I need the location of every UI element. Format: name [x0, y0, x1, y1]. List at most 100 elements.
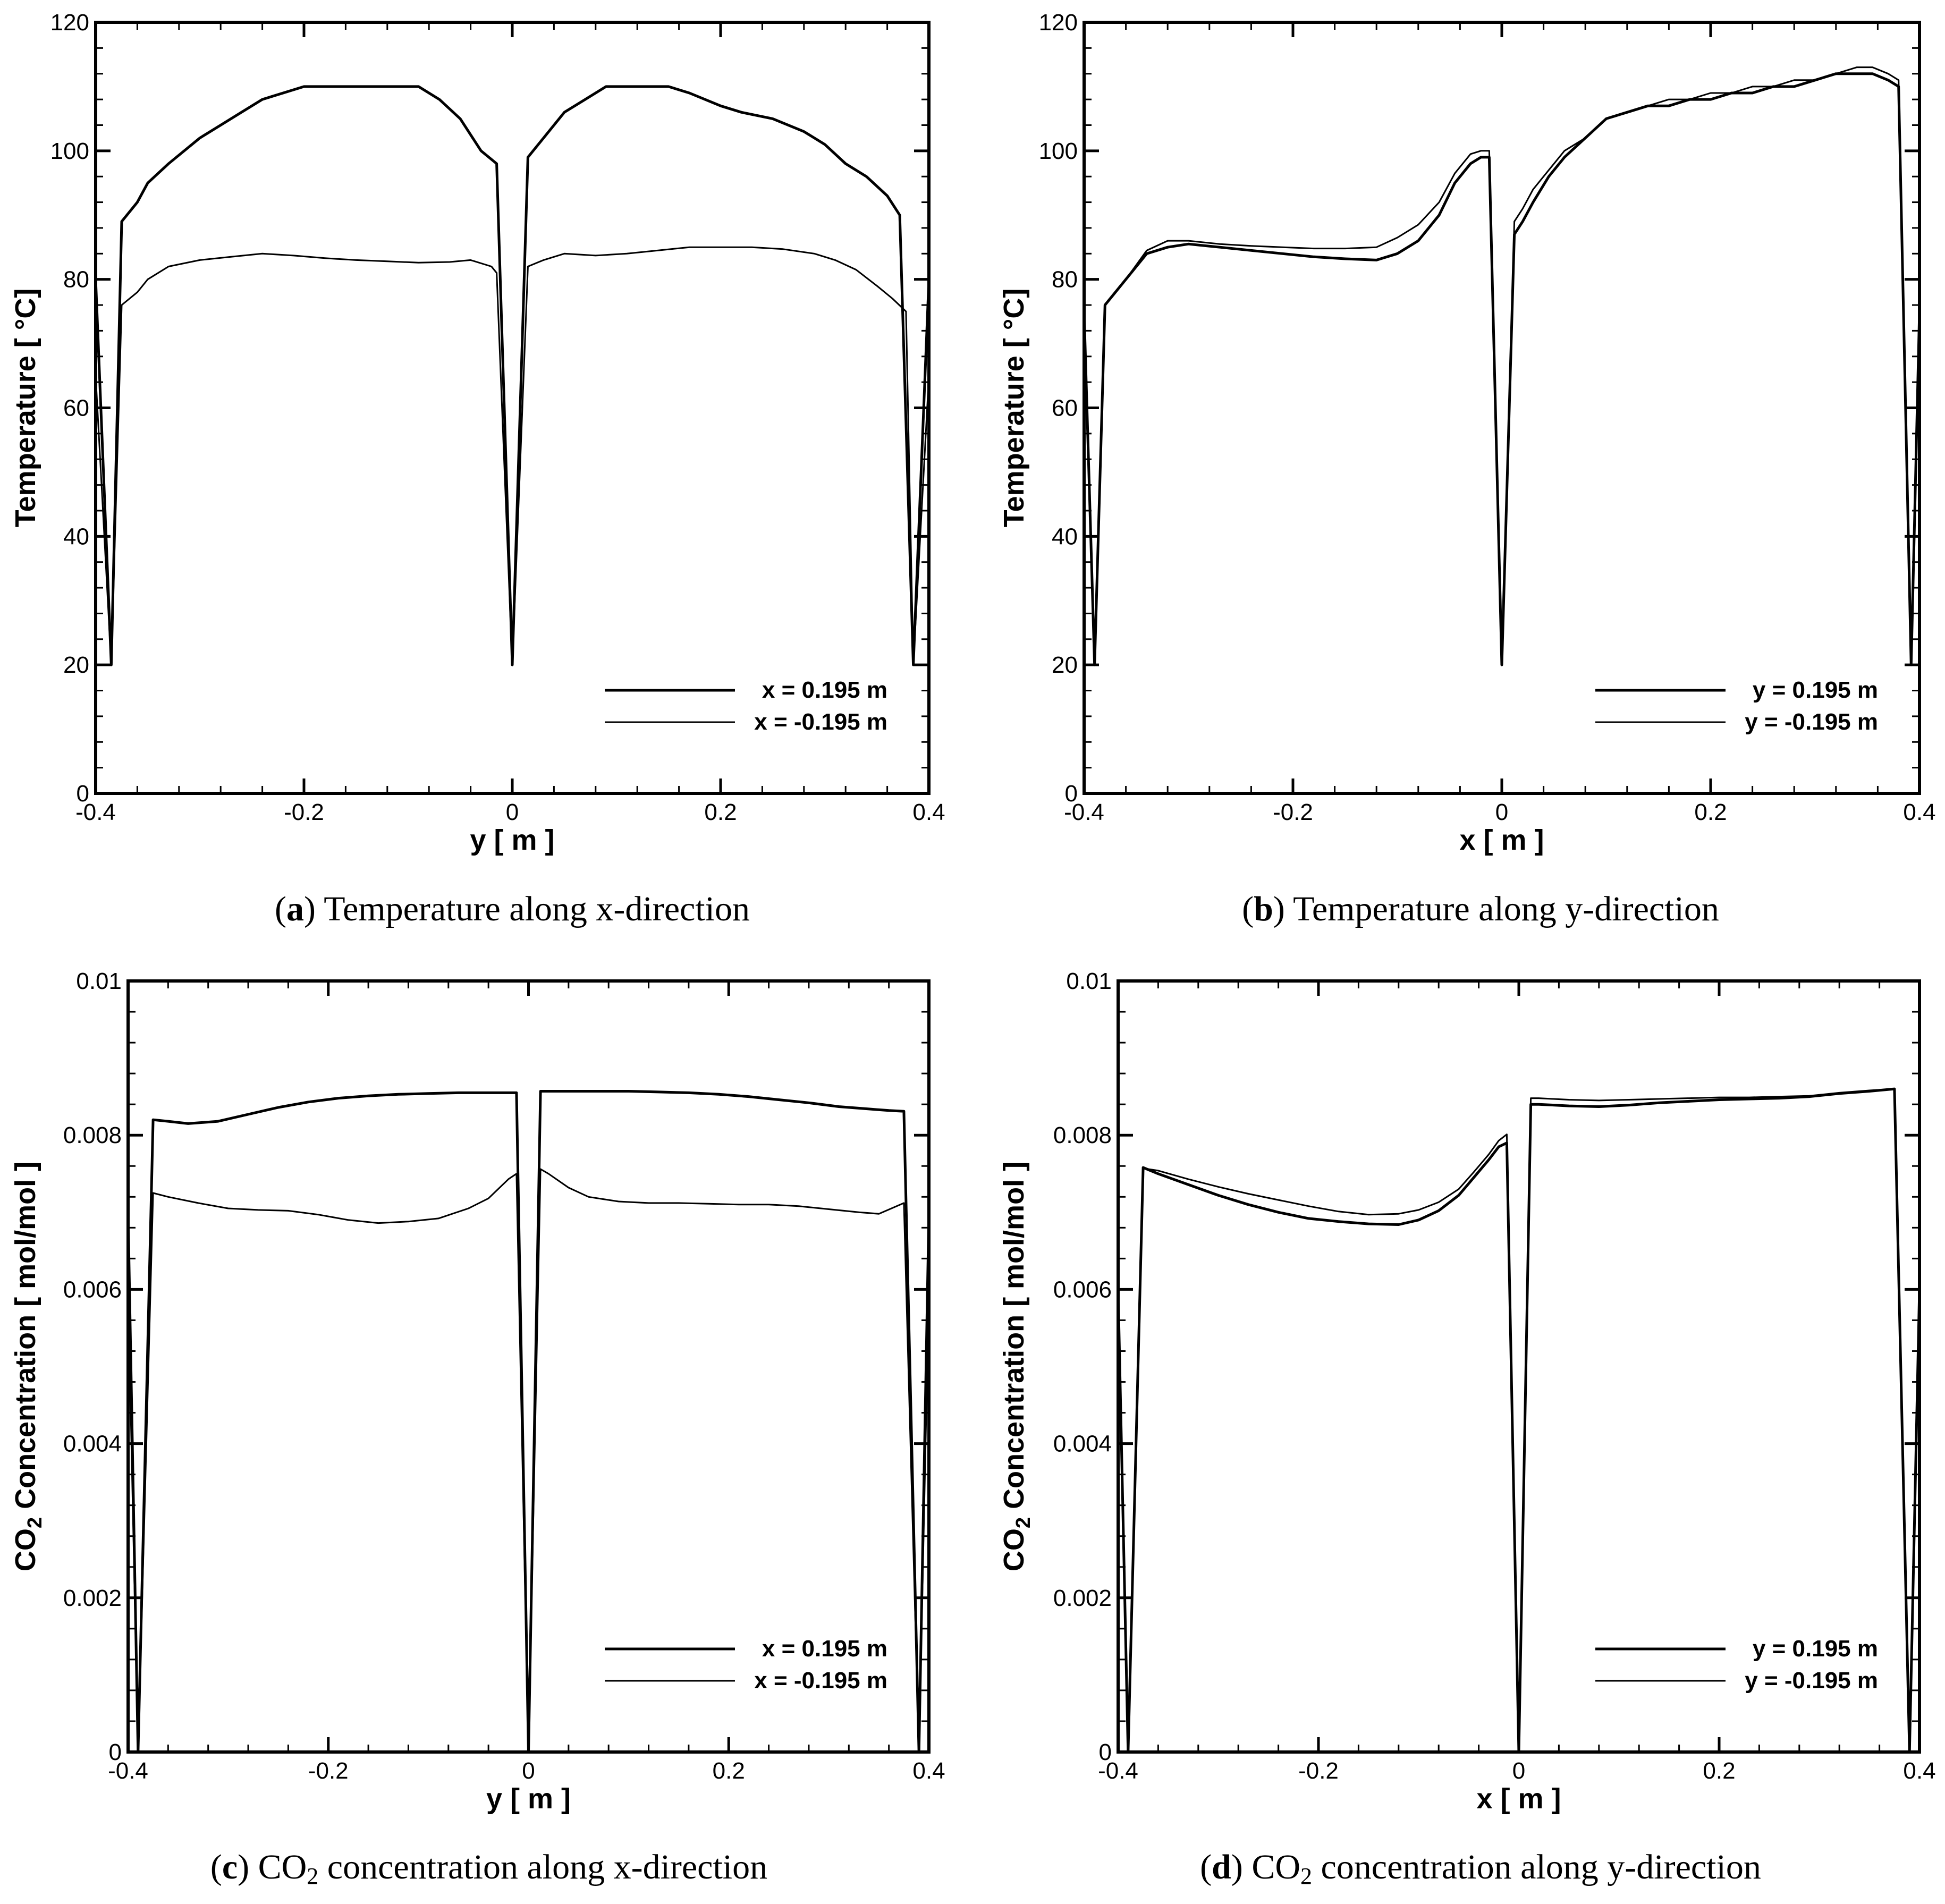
y-axis-label: Temperature [ °C]: [998, 289, 1030, 528]
caption-b: (b) Temperature along y-direction: [1242, 890, 1719, 928]
y-axis-label-subscript: 2: [1012, 1517, 1035, 1528]
x-tick-label: -0.4: [1098, 1758, 1138, 1784]
y-tick-label: 80: [1052, 267, 1078, 293]
caption-paren: ): [238, 1848, 258, 1886]
caption-paren: (: [1200, 1848, 1212, 1886]
y-axis-label: Temperature [ °C]: [10, 289, 41, 528]
y-axis-label: CO2 Concentration [ mol/mol ]: [10, 1162, 46, 1571]
y-tick-label: 80: [63, 267, 89, 293]
legend-label-1: x = 0.195 m: [762, 1636, 887, 1662]
y-tick-label: 0.004: [1053, 1431, 1112, 1457]
x-tick-label: -0.4: [108, 1758, 148, 1784]
y-tick-label: 40: [63, 523, 89, 549]
y-tick-label: 120: [50, 10, 89, 36]
x-axis-label: x [ m ]: [1459, 824, 1544, 856]
x-tick-label: -0.4: [1064, 799, 1104, 825]
caption-paren: (: [275, 890, 286, 928]
x-tick-label: 0: [1512, 1758, 1525, 1784]
legend-label-2: x = -0.195 m: [754, 1668, 887, 1694]
caption-text: CO: [1251, 1848, 1300, 1886]
y-tick-label: 100: [1039, 138, 1078, 164]
y-tick-label: 60: [63, 395, 89, 421]
caption-text: Temperature along x-direction: [324, 890, 750, 928]
x-tick-label: 0.2: [713, 1758, 745, 1784]
caption-paren: ): [1273, 890, 1293, 928]
series-line-1: [96, 85, 929, 666]
x-tick-label: 0.4: [912, 799, 945, 825]
y-tick-label: 0: [77, 781, 89, 807]
y-tick-label: 100: [50, 138, 89, 164]
y-tick-label: 120: [1039, 10, 1078, 36]
legend-label-1: x = 0.195 m: [762, 677, 887, 703]
caption-c: (c) CO2 concentration along x-direction: [210, 1848, 767, 1889]
x-axis-label: x [ m ]: [1476, 1783, 1561, 1815]
series-line-1: [1118, 1087, 1919, 1752]
caption-letter: a: [286, 890, 304, 928]
legend-label-1: y = 0.195 m: [1753, 1636, 1878, 1662]
y-tick-label: 20: [63, 652, 89, 678]
x-tick-label: 0.2: [704, 799, 737, 825]
legend-label-2: y = -0.195 m: [1745, 709, 1878, 735]
y-axis-label-part: Concentration [ mol/mol ]: [10, 1162, 41, 1517]
series-line-2: [96, 246, 929, 666]
y-tick-label: 20: [1052, 652, 1078, 678]
y-tick-label: 0: [109, 1739, 122, 1765]
legend-label-2: x = -0.195 m: [754, 709, 887, 735]
caption-letter: d: [1212, 1848, 1231, 1886]
y-tick-label: 0.008: [1053, 1122, 1112, 1148]
y-tick-label: 0.006: [63, 1276, 122, 1302]
y-tick-label: 0.01: [76, 968, 122, 994]
y-tick-label: 0: [1099, 1739, 1112, 1765]
caption-letter: b: [1254, 890, 1273, 928]
y-tick-label: 0.008: [63, 1122, 122, 1148]
caption-subscript: 2: [1300, 1863, 1312, 1889]
chart-panel-c: -0.4 -0.2 0 0.2 0.4 0 0.002 0.004 0.006 0.008 0.01…: [10, 968, 945, 1889]
x-axis-label: y [ m ]: [470, 824, 554, 856]
caption-a: (a) Temperature along x-direction: [275, 890, 750, 928]
caption-paren: (: [210, 1848, 222, 1886]
y-tick-label: 0.01: [1066, 968, 1112, 994]
chart-panel-b: -0.4 -0.2 0 0.2 0.4 0 20 40 60 80 100 120 x [ m ] Tem…: [998, 10, 1936, 928]
series-line-2: [128, 1168, 929, 1752]
series-line-2: [1084, 66, 1919, 666]
x-tick-label: -0.4: [75, 799, 116, 825]
caption-d: (d) CO2 concentration along y-direction: [1200, 1848, 1761, 1889]
caption-paren: ): [304, 890, 324, 928]
caption-text: concentration along y-direction: [1312, 1848, 1761, 1886]
x-tick-label: 0.2: [1694, 799, 1727, 825]
y-axis-label-part: Concentration [ mol/mol ]: [998, 1162, 1030, 1517]
x-tick-label: -0.2: [1298, 1758, 1339, 1784]
x-tick-label: 0.4: [1903, 1758, 1935, 1784]
y-tick-label: 60: [1052, 395, 1078, 421]
caption-text: CO: [258, 1848, 307, 1886]
x-tick-label: 0: [506, 799, 519, 825]
caption-text: Temperature along y-direction: [1293, 890, 1719, 928]
series-line-1: [1084, 72, 1919, 666]
x-tick-label: 0.4: [912, 1758, 945, 1784]
y-axis-label-part: CO: [10, 1528, 41, 1571]
chart-panel-a: -0.4 -0.2 0 0.2 0.4 0 20 40 60 80 100 120 y [ m ] Tem…: [10, 10, 945, 928]
y-tick-label: 0.004: [63, 1431, 122, 1457]
x-tick-label: -0.2: [308, 1758, 349, 1784]
caption-text: concentration along x-direction: [318, 1848, 767, 1886]
y-tick-label: 0.002: [63, 1585, 122, 1611]
caption-subscript: 2: [307, 1863, 318, 1889]
legend-label-1: y = 0.195 m: [1753, 677, 1878, 703]
caption-paren: (: [1242, 890, 1254, 928]
x-tick-label: 0.4: [1903, 799, 1935, 825]
caption-paren: ): [1231, 1848, 1251, 1886]
x-tick-label: 0.2: [1703, 1758, 1735, 1784]
y-tick-label: 0.002: [1053, 1585, 1112, 1611]
x-tick-label: 0: [1495, 799, 1508, 825]
x-tick-label: -0.2: [284, 799, 324, 825]
legend-label-2: y = -0.195 m: [1745, 1668, 1878, 1694]
series-line-1: [128, 1090, 929, 1752]
x-axis-label: y [ m ]: [486, 1783, 571, 1815]
caption-letter: c: [222, 1848, 238, 1886]
chart-panel-d: -0.4 -0.2 0 0.2 0.4 0 0.002 0.004 0.006 0.008 0.01…: [998, 968, 1936, 1889]
y-axis-label-part: CO: [998, 1528, 1030, 1571]
y-tick-label: 0: [1065, 781, 1078, 807]
y-tick-label: 40: [1052, 523, 1078, 549]
x-tick-label: 0: [522, 1758, 535, 1784]
